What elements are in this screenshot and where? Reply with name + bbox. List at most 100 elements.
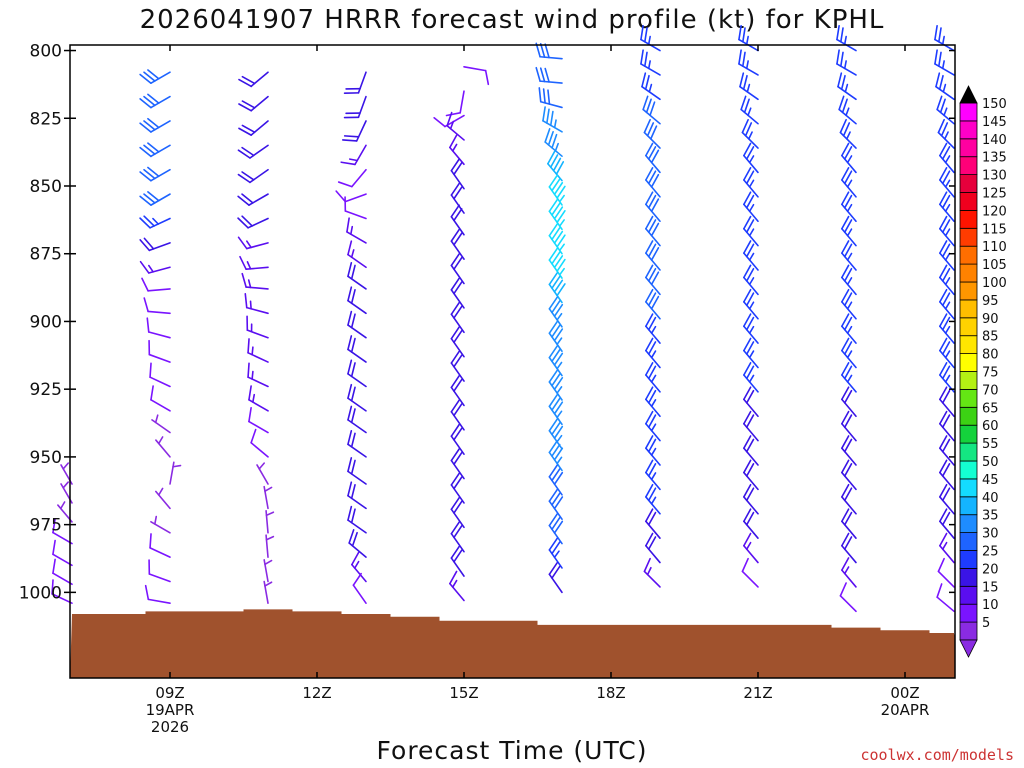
wind-barb <box>939 142 955 174</box>
wind-barb <box>149 533 171 558</box>
wind-barb <box>841 191 857 223</box>
barb-feather <box>840 51 844 67</box>
barb-half-feather <box>748 350 755 359</box>
barb-feather <box>841 166 850 181</box>
wind-barb <box>645 337 661 369</box>
wind-barb <box>139 93 171 109</box>
barb-half-feather <box>844 83 849 93</box>
barb-feather <box>143 193 156 204</box>
barb-feather <box>551 324 561 338</box>
barb-staff <box>743 301 759 320</box>
barb-half-feather <box>650 423 657 432</box>
barb-half-feather <box>941 35 945 45</box>
barb-feather <box>453 208 463 222</box>
axes-layer: 800 825 850 875 900 925 950 975 1000 09Z19APR2026… <box>19 42 956 736</box>
wind-barb <box>346 217 367 244</box>
barb-feather <box>843 487 853 502</box>
barb-staff <box>52 553 73 567</box>
barb-half-feather <box>846 325 853 334</box>
barb-staff <box>939 496 955 515</box>
barb-feather <box>551 541 561 555</box>
wind-barb <box>743 288 759 320</box>
barb-feather <box>743 166 752 181</box>
barb-half-feather <box>745 541 752 550</box>
barb-staff <box>936 596 955 613</box>
wind-barb <box>743 483 759 515</box>
barb-feather <box>433 117 446 128</box>
barb-feather <box>939 166 948 181</box>
wind-barb <box>645 215 661 247</box>
barb-feather <box>745 219 755 233</box>
colorbar-label: 55 <box>982 437 999 452</box>
barb-feather <box>939 142 948 157</box>
barb-staff <box>248 193 269 206</box>
wind-barb <box>645 264 661 296</box>
wind-barb <box>265 534 275 558</box>
barb-staff <box>352 584 367 604</box>
barb-feather <box>553 520 564 534</box>
colorbar-label: 135 <box>982 151 1007 166</box>
barb-feather <box>551 227 561 241</box>
barb-feather <box>453 305 463 319</box>
wind-barb <box>51 579 73 604</box>
barb-feather <box>553 279 564 293</box>
barb-feather <box>738 49 742 65</box>
barb-feather <box>745 194 755 209</box>
wind-barb <box>645 142 661 174</box>
wind-barb <box>143 297 171 315</box>
barb-feather <box>843 414 853 429</box>
y-tick-label: 975 <box>30 516 62 536</box>
barb-half-feather <box>451 579 458 588</box>
barb-staff <box>155 490 171 510</box>
wind-barb <box>939 166 955 198</box>
barb-staff <box>743 447 759 466</box>
barb-feather <box>743 98 750 114</box>
wind-barb <box>743 410 759 442</box>
barb-feather <box>335 190 347 203</box>
barb-feather <box>450 423 460 437</box>
barb-half-feather <box>944 350 951 359</box>
barb-staff <box>247 351 269 363</box>
barb-staff <box>147 310 171 315</box>
barb-feather <box>645 337 654 352</box>
barb-feather <box>237 173 251 184</box>
barb-feather <box>941 463 951 477</box>
barb-staff <box>743 374 759 393</box>
barb-feather <box>553 206 564 220</box>
barb-feather <box>645 98 652 114</box>
colorbar-label: 125 <box>982 187 1007 202</box>
colorbar-label: 85 <box>982 330 999 345</box>
barb-staff <box>741 570 759 588</box>
barb-feather <box>650 271 660 286</box>
barb-feather <box>645 240 654 254</box>
wind-barb <box>743 459 759 491</box>
colorbar-swatch <box>959 174 978 193</box>
barb-staff <box>836 63 857 76</box>
wind-barb <box>643 118 661 149</box>
barb-feather <box>843 316 853 331</box>
wind-barb <box>139 237 171 252</box>
barb-staff <box>841 276 857 296</box>
barb-feather <box>453 451 463 466</box>
barb-feather <box>645 410 654 425</box>
wind-barb <box>738 49 759 76</box>
barb-half-feather <box>647 60 651 70</box>
wind-barb <box>347 429 367 458</box>
barb-feather <box>941 438 951 453</box>
wind-barb <box>343 95 367 119</box>
barb-staff <box>939 252 955 271</box>
barb-feather <box>745 243 755 258</box>
colorbar-label: 10 <box>982 598 999 613</box>
barb-feather <box>551 275 561 289</box>
barb-staff <box>645 398 661 418</box>
barb-feather <box>241 272 247 288</box>
barb-feather <box>644 51 648 67</box>
barb-feather <box>553 352 564 366</box>
colorbar-swatch <box>959 317 978 337</box>
barb-feather <box>939 435 948 449</box>
barb-feather <box>547 89 551 105</box>
wind-barb <box>337 168 367 188</box>
barb-half-feather <box>941 60 945 70</box>
barb-feather <box>241 171 255 181</box>
barb-staff <box>51 593 73 604</box>
